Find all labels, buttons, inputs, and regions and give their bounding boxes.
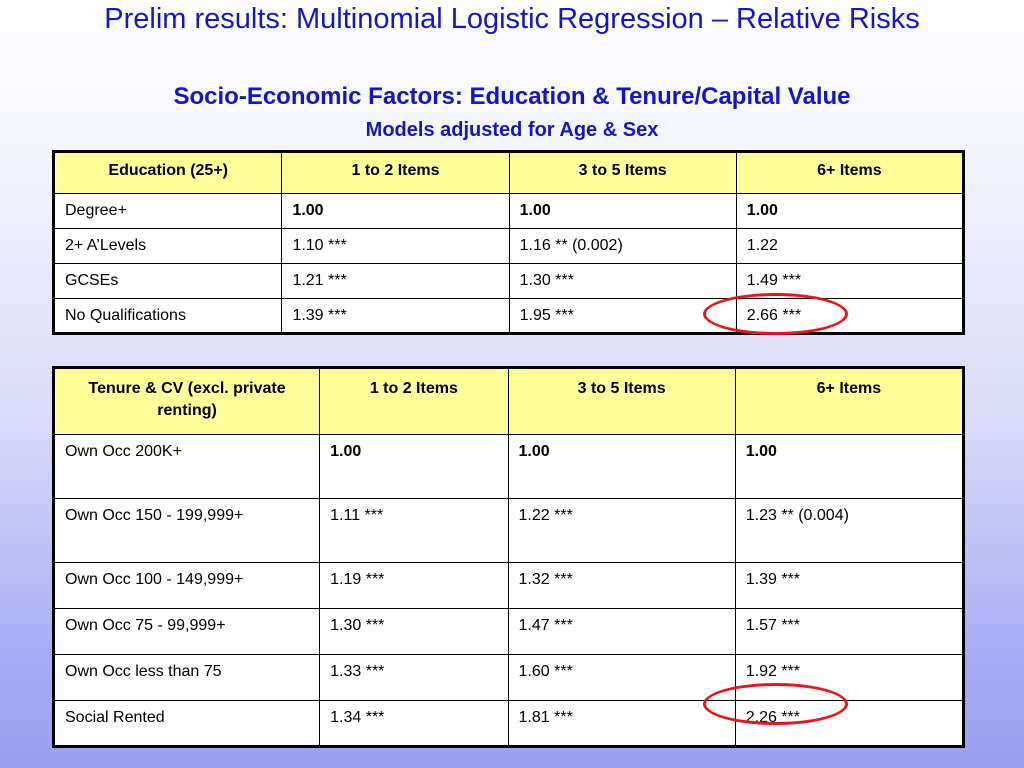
row-label: Own Occ 75 - 99,999+ — [52, 608, 321, 655]
slide-title: Prelim results: Multinomial Logistic Reg… — [104, 3, 920, 35]
table-cell: 1.30 *** — [508, 263, 737, 299]
row-label: Own Occ 200K+ — [52, 434, 321, 499]
table-cell: 1.11 *** — [319, 498, 509, 563]
table-row: Degree+ 1.00 1.00 1.00 — [52, 193, 965, 229]
table-row: GCSEs 1.21 *** 1.30 *** 1.49 *** — [52, 263, 965, 299]
table-row: Own Occ 100 - 149,999+ 1.19 *** 1.32 ***… — [52, 562, 965, 609]
header-tenure-cv: Tenure & CV (excl. private renting) — [52, 367, 321, 435]
header-3-to-5-items: 3 to 5 Items — [507, 367, 736, 435]
table-cell: 1.39 *** — [281, 298, 510, 334]
row-label: Social Rented — [52, 700, 321, 747]
row-label: Own Occ 150 - 199,999+ — [52, 498, 321, 563]
table-row: Social Rented 1.34 *** 1.81 *** 2.26 *** — [52, 700, 965, 747]
table-cell: 1.16 ** (0.002) — [508, 228, 737, 264]
table-cell: 1.92 *** — [734, 654, 965, 701]
header-3-to-5-items: 3 to 5 Items — [508, 151, 737, 194]
table-header-row: Tenure & CV (excl. private renting) 1 to… — [52, 367, 965, 435]
header-1-to-2-items: 1 to 2 Items — [319, 367, 509, 435]
row-label: GCSEs — [52, 263, 283, 299]
row-label: Degree+ — [52, 193, 283, 229]
row-label: Own Occ 100 - 149,999+ — [52, 562, 321, 609]
header-1-to-2-items: 1 to 2 Items — [281, 151, 510, 194]
table-row: Own Occ less than 75 1.33 *** 1.60 *** 1… — [52, 654, 965, 701]
header-6-plus-items: 6+ Items — [735, 151, 965, 194]
table-cell: 1.00 — [735, 193, 965, 229]
table-cell: 1.19 *** — [319, 562, 509, 609]
row-label: 2+ A’Levels — [52, 228, 283, 264]
table-cell: 1.39 *** — [734, 562, 965, 609]
table-cell: 1.30 *** — [319, 608, 509, 655]
table-cell: 1.34 *** — [319, 700, 509, 747]
table-cell: 1.32 *** — [507, 562, 736, 609]
header-6-plus-items: 6+ Items — [734, 367, 965, 435]
table-row: Own Occ 75 - 99,999+ 1.30 *** 1.47 *** 1… — [52, 608, 965, 655]
table-cell: 1.00 — [508, 193, 737, 229]
table-row: Own Occ 150 - 199,999+ 1.11 *** 1.22 ***… — [52, 498, 965, 563]
table-cell: 1.00 — [281, 193, 510, 229]
table-cell: 1.10 *** — [281, 228, 510, 264]
table-cell: 1.23 ** (0.004) — [734, 498, 965, 563]
table-cell: 1.21 *** — [281, 263, 510, 299]
table-cell: 1.22 — [735, 228, 965, 264]
slide-subtitle: Socio-Economic Factors: Education & Tenu… — [173, 83, 851, 110]
table-cell: 2.66 *** — [735, 298, 965, 334]
table-cell: 1.00 — [507, 434, 736, 499]
table-row: No Qualifications 1.39 *** 1.95 *** 2.66… — [52, 298, 965, 334]
table-cell: 1.00 — [734, 434, 965, 499]
row-label: No Qualifications — [52, 298, 283, 334]
table-cell: 1.57 *** — [734, 608, 965, 655]
table-cell: 1.81 *** — [507, 700, 736, 747]
table-cell: 1.95 *** — [508, 298, 737, 334]
slide-note: Models adjusted for Age & Sex — [365, 119, 659, 141]
table-cell: 1.49 *** — [735, 263, 965, 299]
table-row: 2+ A’Levels 1.10 *** 1.16 ** (0.002) 1.2… — [52, 228, 965, 264]
table-row: Own Occ 200K+ 1.00 1.00 1.00 — [52, 434, 965, 499]
row-label: Own Occ less than 75 — [52, 654, 321, 701]
header-education: Education (25+) — [52, 151, 283, 194]
table-cell: 1.22 *** — [507, 498, 736, 563]
tenure-table: Tenure & CV (excl. private renting) 1 to… — [52, 366, 965, 748]
education-table: Education (25+) 1 to 2 Items 3 to 5 Item… — [52, 150, 965, 335]
table-cell: 2.26 *** — [734, 700, 965, 747]
table-cell: 1.60 *** — [507, 654, 736, 701]
table-cell: 1.47 *** — [507, 608, 736, 655]
table-cell: 1.33 *** — [319, 654, 509, 701]
table-header-row: Education (25+) 1 to 2 Items 3 to 5 Item… — [52, 151, 965, 194]
table-cell: 1.00 — [319, 434, 509, 499]
